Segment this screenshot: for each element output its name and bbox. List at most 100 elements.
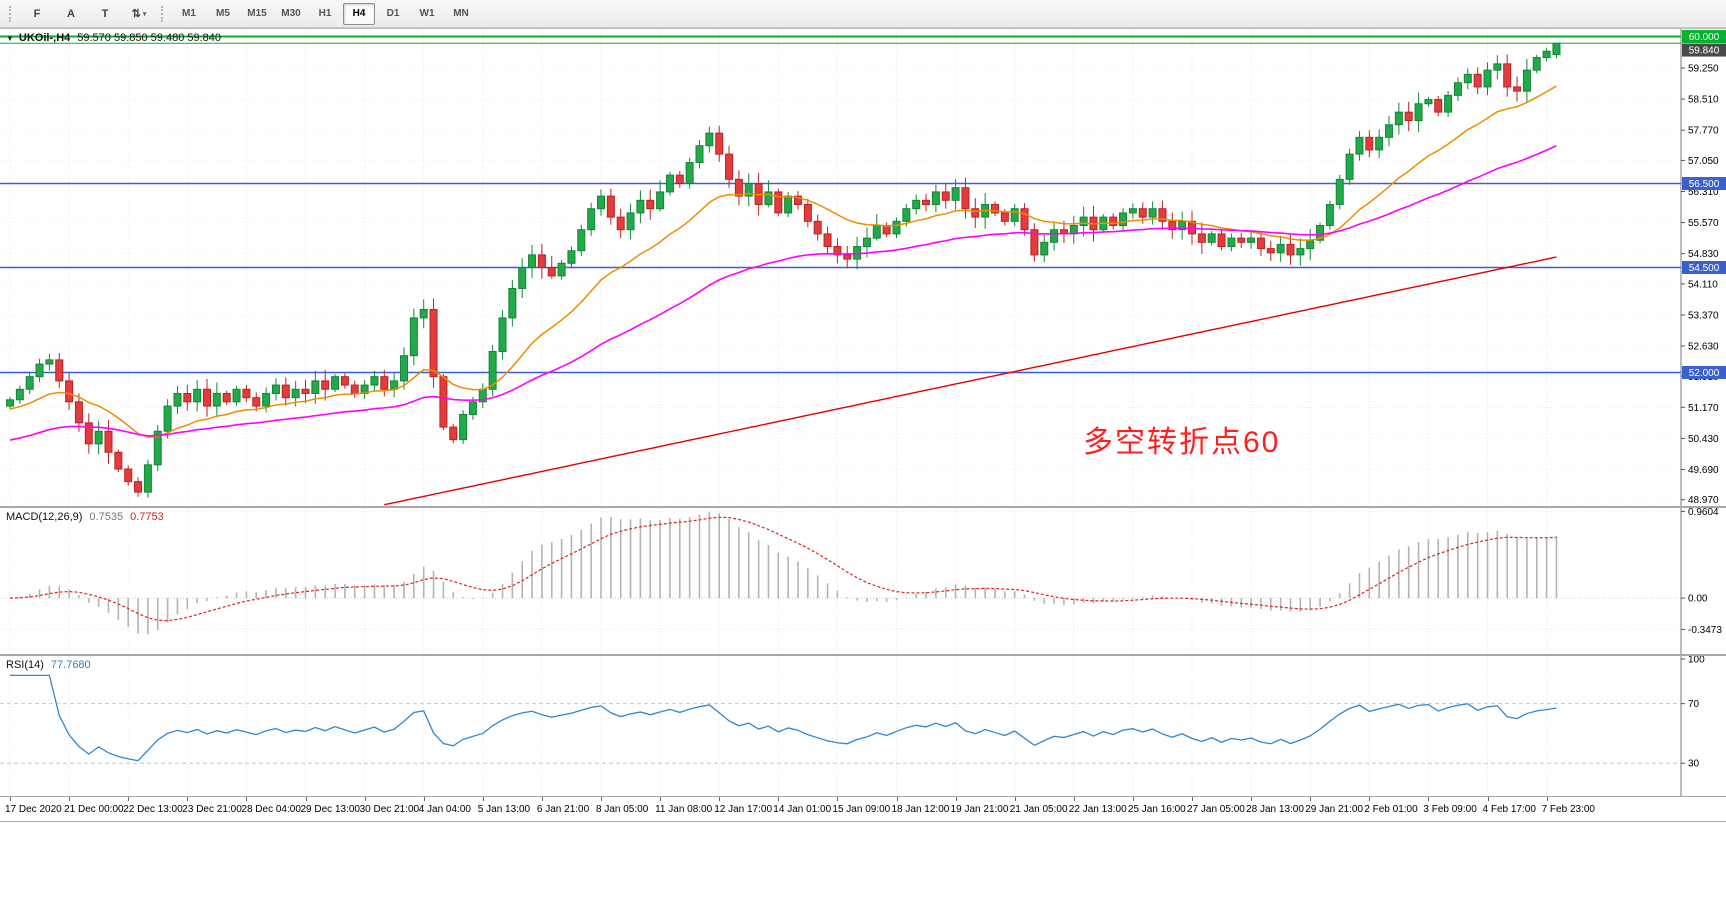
bear-candle: [84, 422, 93, 445]
time-axis-tick: [955, 797, 957, 801]
bull-candle: [784, 195, 793, 214]
ohlc-values: 59.570 59.850 59.480 59.840: [77, 32, 222, 44]
bull-candle: [695, 145, 704, 164]
bear-candle: [715, 132, 724, 155]
time-axis-label: 5 Jan 13:00: [477, 804, 531, 815]
macd-axis-ticks: 0.9604 0.00 -0.3473: [1681, 508, 1722, 636]
bear-candle: [1158, 208, 1167, 222]
rsi-canvas[interactable]: 100 70 30: [0, 656, 1726, 796]
bull-candle: [262, 392, 271, 407]
bear-candle: [646, 199, 655, 210]
svg-text:48.970: 48.970: [1688, 495, 1719, 506]
timeframe-button-m5[interactable]: M5: [216, 8, 230, 19]
timeframe-button-m15[interactable]: M15: [247, 8, 267, 19]
timeframe-button-h4[interactable]: H4: [343, 2, 375, 25]
time-axis[interactable]: 17 Dec 2020 21 Dec 00:00 22 Dec 13:00 23 De…: [0, 797, 1726, 822]
tool-button-f[interactable]: F: [33, 7, 41, 20]
ma-mid-magenta: [9, 145, 1557, 441]
bear-candle: [104, 430, 113, 453]
svg-text:56.500: 56.500: [1689, 179, 1720, 190]
time-axis-label: 23 Dec 21:00: [182, 804, 242, 815]
svg-text:52.630: 52.630: [1688, 342, 1719, 353]
toolbar-grip[interactable]: [161, 5, 167, 22]
bear-candle: [1237, 237, 1246, 243]
bear-candle: [774, 191, 783, 214]
bear-candle: [222, 392, 231, 403]
timeframe-button-mn[interactable]: MN: [453, 8, 469, 19]
macd-signal-value: 0.7753: [130, 511, 164, 523]
macd-signal-line: [9, 516, 1557, 622]
bear-candle: [725, 153, 734, 180]
bear-candle: [203, 388, 211, 407]
bear-candle: [922, 199, 931, 206]
tool-button-text-label[interactable]: T: [101, 7, 109, 20]
bear-candle: [882, 225, 891, 235]
main-chart-pane[interactable]: 59.250 58.510 57.770 57.050 56.310 55.570 54.8…: [0, 29, 1726, 508]
bear-candle: [1000, 212, 1009, 222]
bear-candle: [183, 392, 192, 403]
bull-candle: [656, 191, 665, 210]
bull-candle: [931, 191, 940, 206]
time-axis-tick: [1369, 797, 1371, 801]
bear-candle: [537, 254, 546, 268]
bull-candle: [685, 162, 694, 185]
bear-candle: [134, 481, 143, 493]
bull-candle: [872, 225, 881, 239]
bull-candle: [764, 191, 773, 206]
timeframe-button-m30[interactable]: M30: [281, 8, 301, 19]
bull-candle: [459, 413, 468, 441]
timeframe-button-m1[interactable]: M1: [182, 8, 196, 19]
bull-candle: [1444, 94, 1453, 113]
bull-candle: [557, 262, 566, 277]
bull-candle: [705, 132, 714, 147]
macd-canvas[interactable]: 0.9604 0.00 -0.3473: [0, 508, 1726, 654]
time-axis-tick: [1192, 797, 1193, 801]
bull-candle: [498, 317, 507, 352]
svg-text:54.500: 54.500: [1689, 263, 1720, 274]
bull-candle: [173, 392, 182, 407]
macd-pane[interactable]: 0.9604 0.00 -0.3473 MACD(12,26,9) 0.7535 0…: [0, 508, 1726, 656]
time-axis-label: 18 Jan 12:00: [891, 804, 950, 815]
timeframe-button-w1[interactable]: W1: [419, 8, 435, 19]
tool-button-group: F A T ⇅ ▾: [20, 3, 156, 25]
timeframe-button-d1[interactable]: D1: [386, 8, 400, 19]
bull-candle: [1552, 42, 1561, 56]
bear-candle: [606, 195, 615, 218]
bull-candle: [1335, 178, 1344, 206]
svg-text:49.690: 49.690: [1688, 465, 1719, 476]
time-axis-label: 2 Feb 01:00: [1364, 804, 1418, 815]
tool-button-arrow-text-a[interactable]: A: [67, 7, 75, 20]
time-axis-tick: [541, 797, 543, 801]
rsi-pane[interactable]: 100 70 30 RSI(14) 77.7680: [0, 656, 1726, 797]
bull-candle: [1522, 69, 1531, 92]
bull-candle: [518, 267, 527, 289]
price-chart-canvas[interactable]: 59.250 58.510 57.770 57.050 56.310 55.570 54.8…: [0, 29, 1726, 506]
time-axis-label: 22 Dec 13:00: [123, 804, 183, 815]
chart-menu-arrow-icon[interactable]: ▼: [6, 33, 14, 43]
timeframe-button-h1[interactable]: H1: [318, 8, 332, 19]
chart-annotation-text[interactable]: 多空转折点60: [1083, 426, 1281, 459]
price-badge: [1682, 261, 1726, 274]
tool-button-timeframe-arrows[interactable]: ⇅ ▾: [131, 8, 147, 20]
time-axis-tick: [246, 797, 248, 801]
bear-candle: [843, 254, 852, 260]
bear-candle: [380, 376, 389, 390]
time-axis-label: 25 Jan 16:00: [1127, 804, 1186, 815]
time-axis-tick: [305, 797, 307, 801]
toolbar-grip[interactable]: [9, 5, 15, 22]
bull-candle: [1453, 82, 1462, 96]
bull-candle: [1178, 220, 1187, 231]
rsi-value: 77.7680: [50, 659, 91, 671]
time-axis-label: 14 Jan 01:00: [773, 804, 832, 815]
bear-candle: [1404, 111, 1413, 122]
bear-candle: [449, 426, 458, 441]
time-axis-label: 7 Feb 23:00: [1541, 804, 1595, 815]
bull-candle: [1306, 239, 1315, 250]
svg-text:60.000: 60.000: [1689, 32, 1720, 43]
bull-candle: [1532, 57, 1541, 71]
price-badge: [1682, 177, 1726, 191]
moving-averages: [9, 85, 1557, 506]
time-axis-label: 29 Jan 21:00: [1305, 804, 1364, 815]
bull-candle: [35, 363, 44, 378]
svg-text:53.370: 53.370: [1688, 310, 1719, 321]
